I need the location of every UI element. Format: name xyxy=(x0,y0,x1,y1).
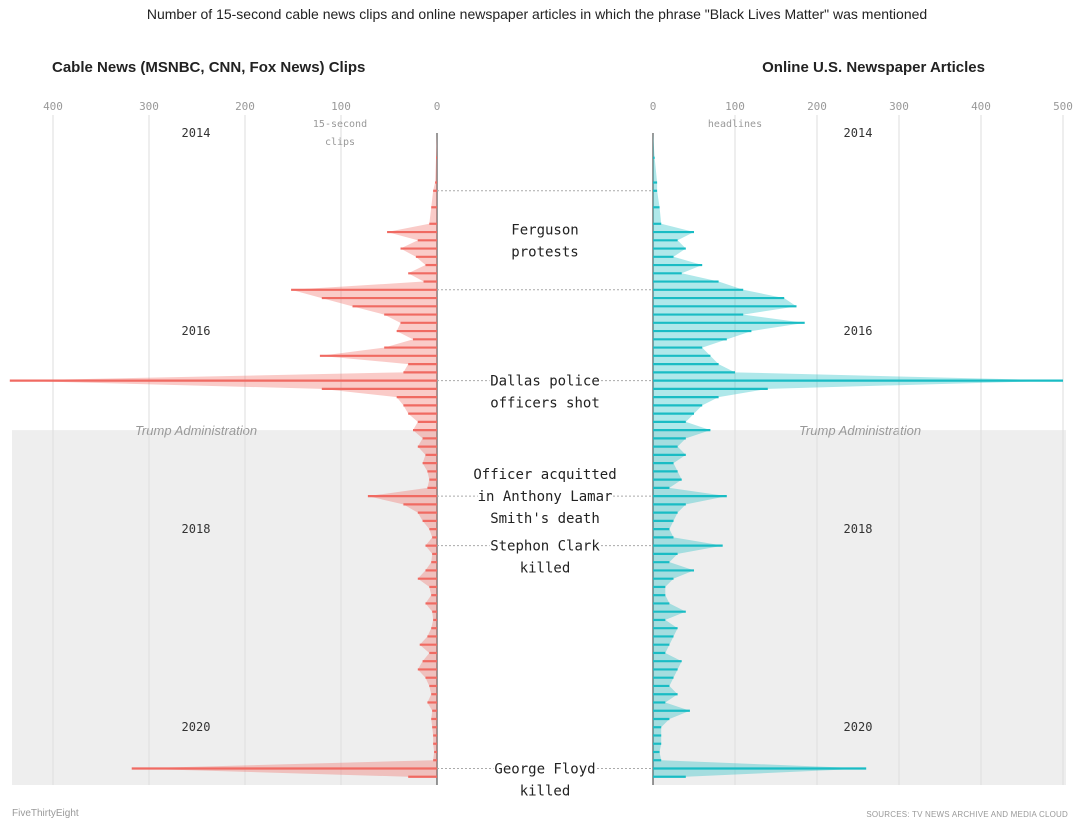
annotation-label: Ferguson xyxy=(511,222,578,238)
x-tick-label-left: 300 xyxy=(139,100,159,113)
x-tick-label-right: 100 xyxy=(725,100,745,113)
x-tick-label-left: 400 xyxy=(43,100,63,113)
annotation-label: killed xyxy=(520,783,571,799)
annotation-label: Dallas police xyxy=(490,374,600,390)
x-tick-label-left: 200 xyxy=(235,100,255,113)
chart-subtitle: Number of 15-second cable news clips and… xyxy=(146,6,928,22)
footer-sources: SOURCES: TV NEWS ARCHIVE AND MEDIA CLOUD xyxy=(866,810,1068,819)
year-label-right: 2016 xyxy=(844,324,873,338)
annotation-bg xyxy=(517,782,573,800)
annotation-bg xyxy=(489,510,601,528)
series-area-right xyxy=(653,133,1063,777)
mirrored-bar-chart: Trump Administration Trump Administration… xyxy=(9,59,1073,800)
axis-unit-label-left: clips xyxy=(325,137,355,148)
x-tick-label-right: 400 xyxy=(971,100,991,113)
x-tick-label-left: 0 xyxy=(434,100,441,113)
shaded-region-left xyxy=(12,430,437,785)
x-tick-label-left: 100 xyxy=(331,100,351,113)
year-label-right: 2014 xyxy=(844,126,873,140)
year-label-left: 2016 xyxy=(182,324,211,338)
year-label-right: 2018 xyxy=(844,522,873,536)
shaded-region-right xyxy=(653,430,1066,785)
annotation-bg xyxy=(489,372,601,390)
annotation-bg xyxy=(493,760,597,778)
panel-title-right: Online U.S. Newspaper Articles xyxy=(762,59,985,76)
x-tick-label-right: 0 xyxy=(650,100,657,113)
annotation-label: Stephon Clark xyxy=(490,539,600,555)
annotation-label: killed xyxy=(520,561,571,577)
annotation-label: officers shot xyxy=(490,396,600,412)
annotation-label: Officer acquitted xyxy=(473,467,616,483)
x-tick-label-right: 200 xyxy=(807,100,827,113)
shaded-region-label-right: Trump Administration xyxy=(799,423,921,438)
annotation-bg xyxy=(477,488,613,506)
year-label-right: 2020 xyxy=(844,720,873,734)
x-tick-label-right: 500 xyxy=(1053,100,1073,113)
shaded-region-label-left: Trump Administration xyxy=(135,423,257,438)
series-area-left xyxy=(9,133,438,777)
year-label-left: 2014 xyxy=(182,126,211,140)
annotation-bg xyxy=(509,221,581,239)
annotation-bg xyxy=(489,537,601,555)
annotation-label: Smith's death xyxy=(490,511,600,527)
annotation-label: protests xyxy=(511,244,578,260)
annotation-bg xyxy=(489,394,601,412)
annotation-label: George Floyd xyxy=(494,761,595,777)
footer-brand: FiveThirtyEight xyxy=(12,808,79,819)
year-label-left: 2018 xyxy=(182,522,211,536)
axis-unit-label-right: headlines xyxy=(708,119,762,130)
annotation-bg xyxy=(517,559,573,577)
x-tick-label-right: 300 xyxy=(889,100,909,113)
year-label-left: 2020 xyxy=(182,720,211,734)
annotation-bg xyxy=(509,243,581,261)
annotation-label: in Anthony Lamar xyxy=(478,489,613,505)
annotation-bg xyxy=(473,466,617,484)
panel-title-left: Cable News (MSNBC, CNN, Fox News) Clips xyxy=(52,59,365,76)
axis-unit-label-left: 15-second xyxy=(313,119,367,130)
